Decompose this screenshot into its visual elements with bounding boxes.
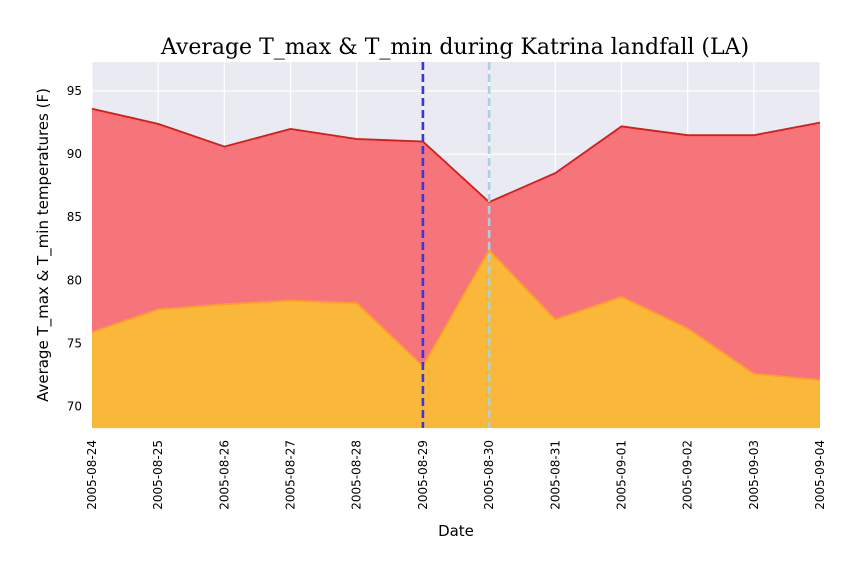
series-2-area — [92, 250, 820, 428]
x-ticks: 2005-08-24 2005-08-25 2005-08-26 2005-08-27… — [85, 440, 827, 510]
reference-lines — [421, 62, 491, 428]
chart-title: Average T_max & T_min during Katrina lan… — [160, 35, 749, 60]
x-tick-label: 2005-09-04 — [813, 440, 827, 510]
x-tick-label: 2005-09-03 — [747, 440, 761, 510]
x-tick-label: 2005-08-24 — [85, 440, 99, 510]
y-tick-label: 85 — [67, 210, 82, 224]
y-tick-label: 90 — [67, 147, 82, 161]
y-tick-label: 70 — [67, 400, 82, 414]
x-tick-label: 2005-08-26 — [217, 440, 231, 510]
series-1-line — [91, 107, 821, 204]
y-tick-label: 80 — [67, 273, 82, 287]
x-axis-label: Date — [438, 522, 474, 540]
x-tick-label: 2005-08-25 — [151, 440, 165, 510]
x-tick-label: 2005-08-30 — [482, 440, 496, 510]
x-tick-label: 2005-08-31 — [548, 440, 562, 510]
y-tick-label: 95 — [67, 84, 82, 98]
x-tick-label: 2005-09-01 — [614, 440, 628, 510]
x-tick-label: 2005-08-27 — [284, 440, 298, 510]
y-axis-label: Average T_max & T_min temperatures (F) — [34, 88, 53, 402]
y-ticks: 70 75 80 85 90 95 — [67, 84, 82, 414]
x-tick-label: 2005-08-29 — [416, 440, 430, 510]
y-tick-label: 75 — [67, 336, 82, 350]
x-tick-label: 2005-09-02 — [681, 440, 695, 510]
areas — [91, 107, 821, 429]
x-tick-label: 2005-08-28 — [350, 440, 364, 510]
series-2-line — [91, 248, 821, 381]
